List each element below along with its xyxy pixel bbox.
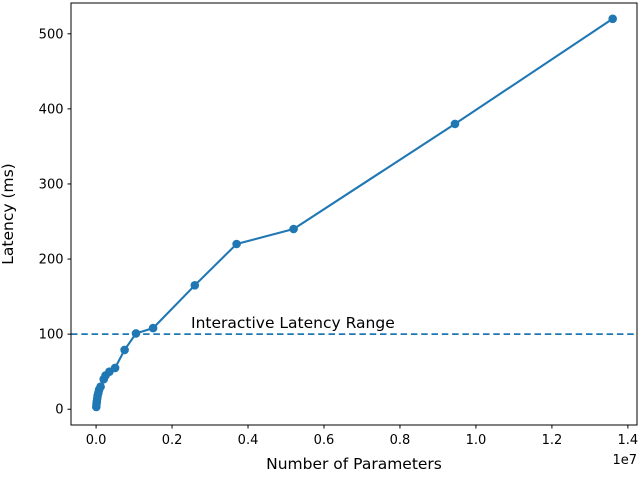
- data-point-marker: [120, 345, 129, 355]
- x-tick-label: 1.0: [466, 433, 487, 448]
- y-tick-label: 400: [39, 102, 64, 117]
- y-tick-label: 0: [55, 403, 63, 418]
- x-tick-label: 0.8: [390, 433, 411, 448]
- axes-spines: [70, 2, 638, 426]
- x-tick-label: 0.4: [238, 433, 259, 448]
- x-tick-label: 0.0: [86, 433, 107, 448]
- plot-generated-layer: 0.0 0.2 0.4 0.6 0.8 1.0 1.2 1.4 0 100 200 300 400 500: [39, 2, 639, 448]
- x-axis-label: Number of Parameters: [266, 455, 442, 473]
- data-point-marker: [148, 323, 158, 333]
- reference-line-label: Interactive Latency Range: [191, 314, 395, 332]
- y-axis-label: Latency (ms): [0, 163, 17, 264]
- x-tick-label: 1.2: [542, 433, 563, 448]
- data-point-marker: [131, 329, 141, 338]
- x-axis-offset-label: 1e7: [612, 453, 637, 468]
- y-tick-label: 200: [39, 253, 64, 268]
- data-point-marker: [110, 363, 120, 373]
- y-tick-label: 300: [39, 177, 64, 192]
- x-tick-label: 1.4: [618, 433, 639, 448]
- data-point-marker: [450, 119, 460, 129]
- y-tick-label: 100: [39, 328, 64, 343]
- data-point-marker: [232, 239, 241, 249]
- data-point-marker: [96, 382, 105, 392]
- y-tick-label: 500: [39, 27, 64, 42]
- data-point-marker: [289, 224, 298, 234]
- data-point-marker: [608, 14, 617, 24]
- x-tick-label: 0.6: [314, 433, 335, 448]
- x-tick-label: 0.2: [162, 433, 183, 448]
- data-point-marker: [190, 281, 200, 290]
- series-line: [95, 17, 614, 409]
